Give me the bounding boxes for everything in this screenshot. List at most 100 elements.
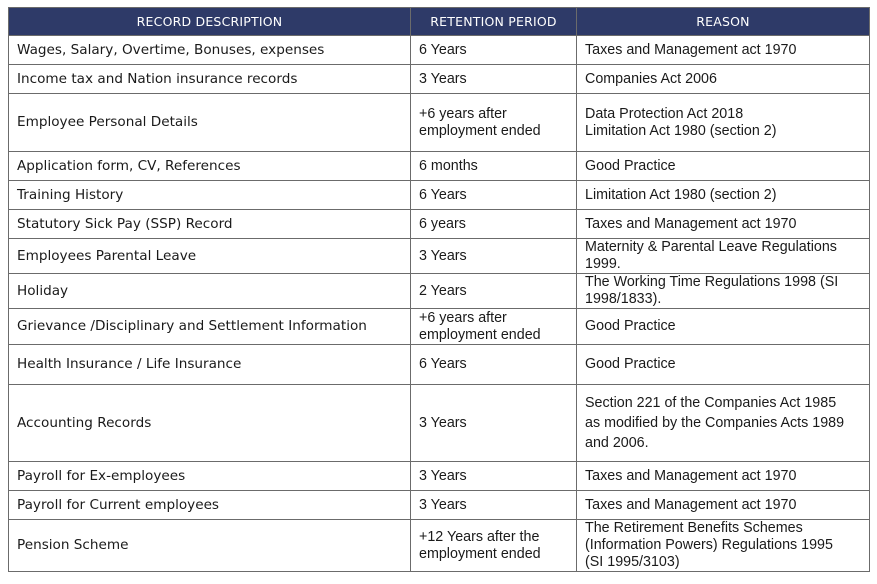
record-description-cell: Statutory Sick Pay (SSP) Record [8, 209, 411, 239]
retention-period-line: employment ended [419, 326, 541, 343]
record-description-cell: Employees Parental Leave [8, 238, 411, 274]
reason-line: as modified by the Companies Acts 1989 [585, 415, 845, 431]
retention-period-cell: 6 years [410, 209, 577, 239]
table-row: Holiday 2 Years The Working Time Regulatio… [8, 273, 870, 309]
table-row: Income tax and Nation insurance records 3… [8, 64, 870, 94]
reason-line: Good Practice [585, 157, 676, 174]
retention-period-line: +12 Years after the [419, 528, 540, 545]
table-row: Employee Personal Details +6 years after e… [8, 93, 870, 152]
retention-period-line: 3 Years [419, 70, 467, 87]
table-row: Employees Parental Leave 3 Years Maternity… [8, 238, 870, 274]
reason-line: Companies Act 2006 [585, 70, 717, 87]
reason-line: Taxes and Management act 1970 [585, 496, 797, 513]
table-row: Application form, CV, References 6 months… [8, 151, 870, 181]
reason-line: Good Practice [585, 356, 676, 372]
retention-period-cell: 6 Years [410, 180, 577, 210]
retention-period-cell: 6 months [410, 151, 577, 181]
reason-line: and 2006. [585, 435, 649, 451]
reason-line: Maternity & Parental Leave Regulations [585, 239, 837, 256]
retention-period-line: 6 months [419, 157, 478, 174]
reason-line: Data Protection Act 2018 [585, 105, 744, 122]
retention-period-cell: +6 years after employment ended [410, 93, 577, 152]
record-description-cell: Employee Personal Details [8, 93, 411, 152]
retention-period-line: 6 Years [419, 186, 467, 203]
record-description-cell: Holiday [8, 273, 411, 309]
table-row: Payroll for Ex-employees 3 Years Taxes and… [8, 461, 870, 491]
retention-period-cell: +12 Years after the employment ended [410, 519, 577, 572]
record-description-cell: Wages, Salary, Overtime, Bonuses, expens… [8, 35, 411, 65]
reason-cell: Maternity & Parental Leave Regulations 19… [576, 238, 870, 274]
retention-period-line: 3 Years [419, 414, 467, 431]
reason-cell: Good Practice [576, 308, 870, 345]
reason-line: (Information Powers) Regulations 1995 [585, 537, 833, 553]
record-description-cell: Training History [8, 180, 411, 210]
record-description-cell: Accounting Records [8, 384, 411, 462]
reason-line: Limitation Act 1980 (section 2) [585, 186, 777, 203]
retention-period-cell: 3 Years [410, 490, 577, 520]
table-row: Grievance /Disciplinary and Settlement I… [8, 308, 870, 345]
header-reason: REASON [576, 7, 870, 36]
reason-line: The Working Time Regulations 1998 (SI [585, 274, 839, 291]
reason-line: Taxes and Management act 1970 [585, 467, 797, 484]
record-description-cell: Health Insurance / Life Insurance [8, 344, 411, 385]
reason-cell: The Retirement Benefits Schemes (Informat… [576, 519, 870, 572]
reason-line: 1999. [585, 256, 621, 272]
retention-period-cell: 6 Years [410, 344, 577, 385]
record-description-cell: Pension Scheme [8, 519, 411, 572]
retention-schedule-table: RECORD DESCRIPTION RETENTION PERIOD REAS… [8, 7, 870, 572]
reason-cell: Taxes and Management act 1970 [576, 209, 870, 239]
retention-period-cell: 6 Years [410, 35, 577, 65]
table-row: Pension Scheme +12 Years after the employm… [8, 519, 870, 572]
retention-period-line: 6 years [419, 215, 466, 232]
reason-line: Taxes and Management act 1970 [585, 215, 797, 232]
table-row: Statutory Sick Pay (SSP) Record 6 years Ta… [8, 209, 870, 239]
header-retention-period: RETENTION PERIOD [410, 7, 577, 36]
retention-period-line: 3 Years [419, 496, 467, 513]
table-row: Training History 6 Years Limitation Act 19… [8, 180, 870, 210]
reason-cell: Companies Act 2006 [576, 64, 870, 94]
reason-cell: Taxes and Management act 1970 [576, 490, 870, 520]
retention-period-line: 6 Years [419, 356, 467, 372]
retention-period-cell: 3 Years [410, 238, 577, 274]
record-description-cell: Application form, CV, References [8, 151, 411, 181]
table-row: Payroll for Current employees 3 Years Taxe… [8, 490, 870, 520]
record-description-cell: Income tax and Nation insurance records [8, 64, 411, 94]
retention-period-line: 6 Years [419, 41, 467, 58]
reason-cell: Data Protection Act 2018 Limitation Act 1… [576, 93, 870, 152]
reason-cell: Good Practice [576, 344, 870, 385]
reason-line: Taxes and Management act 1970 [585, 41, 797, 58]
reason-line: Section 221 of the Companies Act 1985 [585, 395, 837, 411]
retention-period-cell: 3 Years [410, 384, 577, 462]
retention-period-line: +6 years after [419, 309, 507, 326]
reason-cell: The Working Time Regulations 1998 (SI 199… [576, 273, 870, 309]
record-description-cell: Grievance /Disciplinary and Settlement I… [8, 308, 411, 345]
retention-period-cell: +6 years after employment ended [410, 308, 577, 345]
record-description-cell: Payroll for Current employees [8, 490, 411, 520]
table-body: Wages, Salary, Overtime, Bonuses, expens… [8, 35, 870, 572]
retention-period-line: 3 Years [419, 247, 467, 264]
retention-period-line: 2 Years [419, 282, 467, 299]
retention-period-cell: 3 Years [410, 461, 577, 491]
retention-period-line: employment ended [419, 545, 541, 562]
table-row: Wages, Salary, Overtime, Bonuses, expens… [8, 35, 870, 65]
reason-cell: Taxes and Management act 1970 [576, 35, 870, 65]
reason-line: Limitation Act 1980 (section 2) [585, 122, 777, 139]
reason-line: Good Practice [585, 318, 676, 334]
reason-line: 1998/1833). [585, 291, 662, 307]
reason-cell: Good Practice [576, 151, 870, 181]
table-row: Accounting Records 3 Years Section 221 of … [8, 384, 870, 462]
retention-period-cell: 3 Years [410, 64, 577, 94]
record-description-cell: Payroll for Ex-employees [8, 461, 411, 491]
reason-line: The Retirement Benefits Schemes [585, 520, 803, 537]
table-header: RECORD DESCRIPTION RETENTION PERIOD REAS… [8, 7, 870, 36]
header-record-description: RECORD DESCRIPTION [8, 7, 411, 36]
reason-cell: Taxes and Management act 1970 [576, 461, 870, 491]
retention-period-line: +6 years after [419, 105, 507, 122]
retention-period-line: employment ended [419, 122, 541, 139]
retention-period-cell: 2 Years [410, 273, 577, 309]
header-row: RECORD DESCRIPTION RETENTION PERIOD REAS… [8, 7, 870, 36]
reason-line: (SI 1995/3103) [585, 554, 680, 570]
reason-cell: Limitation Act 1980 (section 2) [576, 180, 870, 210]
reason-cell: Section 221 of the Companies Act 1985 as … [576, 384, 870, 462]
table-row: Health Insurance / Life Insurance 6 Years… [8, 344, 870, 385]
